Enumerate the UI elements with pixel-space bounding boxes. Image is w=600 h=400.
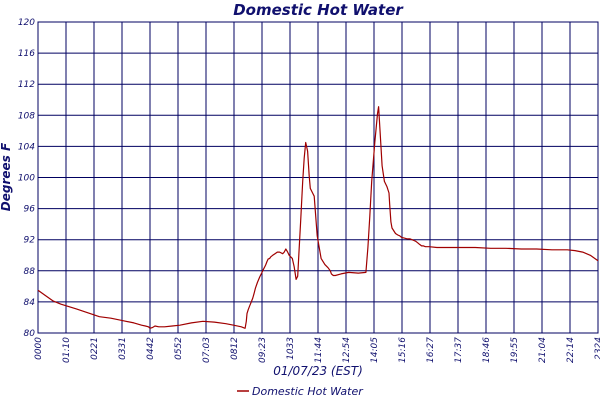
y-tick-label: 88 xyxy=(24,267,36,277)
x-tick-label: 01:10 xyxy=(62,337,72,363)
x-tick-label: 16:27 xyxy=(426,337,436,363)
x-tick-label: 14:05 xyxy=(370,337,380,363)
x-tick-label: 17:37 xyxy=(454,337,464,363)
x-tick-label: 18:46 xyxy=(482,337,492,363)
y-tick-label: 84 xyxy=(24,298,36,308)
y-tick-label: 92 xyxy=(24,236,36,246)
y-tick-labels: 80 84 88 92 96 100 104 108 112 116 120 xyxy=(18,18,35,339)
legend-label: Domestic Hot Water xyxy=(252,385,364,398)
x-tick-label: 1033 xyxy=(286,337,296,360)
x-tick-label: 0331 xyxy=(118,337,128,360)
grid xyxy=(37,21,599,334)
x-tick-label: 11:44 xyxy=(314,337,324,363)
series-layer xyxy=(37,106,599,329)
y-tick-label: 104 xyxy=(18,142,35,152)
y-tick-label: 116 xyxy=(18,49,35,59)
x-tick-label: 07:03 xyxy=(202,337,212,363)
x-tick-label: 12:54 xyxy=(342,337,352,363)
plot-frame xyxy=(37,21,599,334)
x-tick-label: 19:55 xyxy=(510,337,520,363)
series-line xyxy=(37,106,599,329)
y-axis-label: Degrees F xyxy=(0,142,13,211)
x-tick-label: 0442 xyxy=(146,337,156,360)
x-tick-labels: 0000 01:10 0221 0331 0442 0552 07:03 0812 09:23 1… xyxy=(34,337,600,363)
x-tick-label: 0552 xyxy=(174,337,184,360)
x-tick-label: 0221 xyxy=(90,337,100,360)
legend: Domestic Hot Water xyxy=(237,385,364,398)
x-tick-label: 21:04 xyxy=(538,337,548,363)
x-tick-label: 15:16 xyxy=(398,337,408,363)
y-tick-label: 120 xyxy=(18,18,35,28)
chart-title: Domestic Hot Water xyxy=(233,1,404,19)
x-tick-label: 2324 xyxy=(594,337,600,360)
x-tick-label: 0000 xyxy=(34,337,44,360)
y-tick-label: 112 xyxy=(18,80,35,90)
x-tick-label: 0812 xyxy=(230,337,240,360)
y-tick-label: 100 xyxy=(18,174,35,184)
y-tick-label: 96 xyxy=(24,205,36,215)
y-tick-label: 108 xyxy=(18,111,35,121)
x-tick-label: 09:23 xyxy=(258,337,268,363)
x-tick-label: 22:14 xyxy=(566,337,576,363)
y-tick-label: 80 xyxy=(24,329,36,339)
x-axis-label: 01/07/23 (EST) xyxy=(273,364,363,378)
